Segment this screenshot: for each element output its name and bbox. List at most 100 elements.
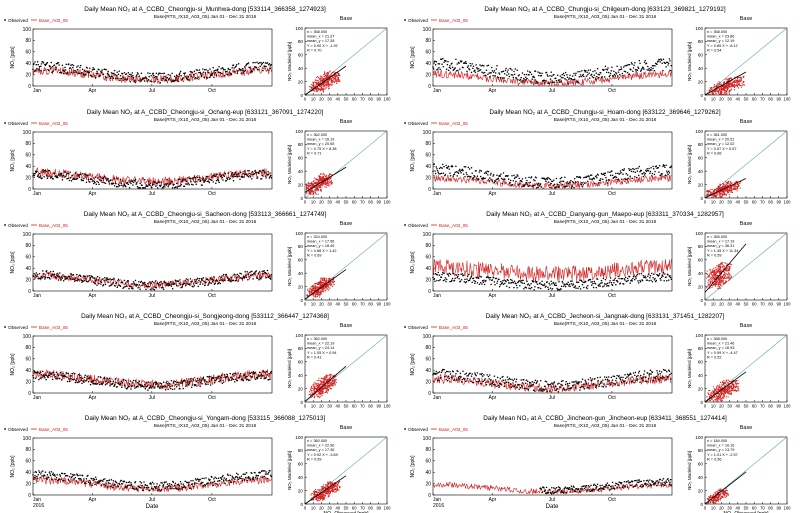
ts-observed-point bbox=[196, 278, 198, 281]
sc-point bbox=[324, 183, 326, 185]
ts-observed-point bbox=[635, 176, 638, 179]
sc-yaxis-label: NO₂ Modeled [ppb] bbox=[287, 42, 292, 81]
ts-observed-point bbox=[213, 276, 215, 278]
ts-frame bbox=[32, 335, 273, 394]
ts-observed-point bbox=[127, 71, 130, 74]
sc-ytick-label: 20 bbox=[298, 284, 304, 289]
ts-observed-point bbox=[262, 69, 264, 72]
ts-observed-point bbox=[123, 279, 126, 282]
ts-observed-point bbox=[598, 77, 600, 79]
sc-xtick-label: 30 bbox=[327, 302, 332, 307]
ts-observed-point bbox=[205, 175, 208, 178]
sc-point bbox=[736, 81, 738, 83]
sc-point bbox=[740, 86, 743, 88]
ts-observed-point bbox=[206, 278, 209, 281]
ts-observed-point bbox=[655, 279, 658, 282]
sc-point bbox=[715, 274, 717, 276]
sc-point bbox=[711, 285, 713, 287]
ts-observed-point bbox=[443, 272, 445, 275]
ts-observed-point bbox=[471, 63, 473, 65]
ts-observed-point bbox=[149, 182, 152, 185]
sc-point bbox=[727, 192, 729, 194]
sc-point bbox=[308, 184, 310, 186]
ts-observed-point bbox=[239, 277, 242, 279]
ts-observed-point bbox=[238, 276, 241, 278]
sc-point bbox=[720, 282, 722, 284]
ts-observed-point bbox=[226, 74, 229, 76]
ts-observed-point bbox=[100, 70, 102, 72]
ts-observed-point bbox=[617, 281, 619, 283]
ts-observed-point bbox=[175, 284, 178, 287]
ts-observed-point bbox=[523, 282, 526, 285]
ts-observed-point bbox=[60, 276, 63, 278]
ts-observed-point bbox=[239, 68, 242, 71]
sc-point bbox=[326, 181, 328, 183]
ts-observed-point bbox=[111, 278, 114, 281]
ts-observed-point bbox=[92, 182, 95, 185]
legend-modeled-label: Base_A03_05 bbox=[39, 325, 68, 330]
ts-observed-point bbox=[109, 75, 111, 78]
ts-observed-point bbox=[661, 62, 663, 64]
ts-observed-point bbox=[198, 176, 201, 179]
ts-observed-point bbox=[618, 69, 620, 71]
sc-point bbox=[718, 187, 720, 190]
ts-observed-point bbox=[49, 65, 51, 68]
ts-observed-point bbox=[622, 173, 624, 175]
sc-xtick-label: 80 bbox=[768, 200, 773, 205]
sc-point bbox=[314, 81, 316, 83]
ts-observed-point bbox=[202, 177, 205, 179]
sc-point bbox=[722, 187, 724, 189]
sc-point bbox=[722, 282, 725, 284]
sc-xtick-label: 50 bbox=[344, 200, 349, 205]
ts-observed-point bbox=[106, 76, 108, 79]
sc-point bbox=[323, 88, 325, 90]
sc-point bbox=[707, 280, 709, 282]
sc-point bbox=[719, 268, 721, 270]
ts-observed-point bbox=[71, 63, 73, 66]
ts-observed-point bbox=[520, 76, 522, 79]
ts-observed-point bbox=[163, 184, 166, 186]
ts-observed-point bbox=[87, 280, 90, 282]
scatter-stat: mean_y = 17.28 bbox=[307, 39, 334, 43]
sc-point bbox=[725, 194, 727, 196]
ts-xtick-label: Jan bbox=[33, 88, 41, 94]
ts-observed-point bbox=[527, 185, 530, 187]
ts-observed-point bbox=[74, 172, 77, 174]
ts-observed-point bbox=[132, 74, 134, 77]
sc-point bbox=[316, 286, 318, 288]
sc-point bbox=[331, 280, 333, 282]
sc-point bbox=[727, 88, 729, 90]
ts-observed-point bbox=[477, 277, 480, 280]
ts-observed-point bbox=[566, 76, 569, 79]
ts-modeled-line bbox=[432, 174, 672, 190]
ts-xtick-label: Apr bbox=[89, 395, 97, 401]
ts-observed-point bbox=[634, 171, 637, 174]
ts-observed-point bbox=[41, 277, 43, 279]
ts-observed-point bbox=[74, 178, 76, 180]
sc-point bbox=[332, 84, 334, 86]
ts-observed-point bbox=[188, 183, 190, 186]
sc-point bbox=[323, 178, 325, 180]
ts-observed-point bbox=[40, 175, 42, 177]
ts-observed-point bbox=[588, 72, 590, 74]
sc-point bbox=[715, 195, 717, 197]
ts-observed-point bbox=[81, 68, 84, 70]
ts-observed-point bbox=[493, 181, 496, 184]
ts-observed-point bbox=[143, 187, 145, 189]
ts-observed-point bbox=[483, 65, 485, 67]
sc-point bbox=[321, 289, 323, 291]
ts-observed-point bbox=[521, 81, 523, 83]
ts-observed-point bbox=[37, 174, 39, 176]
ts-observed-point bbox=[491, 179, 493, 181]
ts-observed-point bbox=[524, 177, 527, 179]
ts-observed-point bbox=[624, 177, 626, 180]
ts-observed-point bbox=[492, 74, 494, 77]
sc-point bbox=[710, 274, 713, 276]
sc-point bbox=[722, 276, 724, 278]
ts-observed-point bbox=[32, 377, 35, 379]
ts-observed-point bbox=[512, 282, 515, 284]
sc-ytick-label: 100 bbox=[295, 26, 303, 31]
sc-xtick-label: 70 bbox=[760, 200, 765, 205]
station-panel: Daily Mean NO₂ at A_CCBD_Cheongju-si_Sac… bbox=[4, 211, 391, 307]
